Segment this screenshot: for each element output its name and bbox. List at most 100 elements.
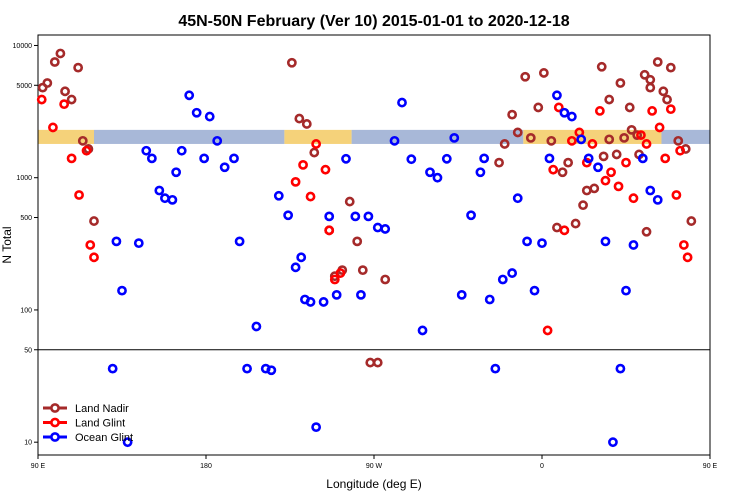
data-point	[48, 122, 58, 133]
data-points	[36, 48, 697, 448]
data-point	[566, 111, 577, 122]
data-point	[335, 268, 346, 278]
y-tick-label: 10000	[13, 43, 33, 50]
data-point	[611, 149, 622, 160]
data-point	[645, 185, 656, 196]
y-tick-label: 5000	[16, 83, 32, 90]
data-point	[576, 134, 587, 145]
data-point	[290, 176, 301, 187]
data-point	[553, 102, 564, 113]
data-point	[85, 240, 96, 250]
data-point	[318, 297, 329, 307]
data-point	[525, 133, 536, 143]
data-point	[593, 162, 603, 173]
y-tick-label: 1000	[16, 175, 32, 182]
data-point	[290, 262, 301, 273]
data-point	[305, 191, 316, 202]
data-point	[350, 211, 361, 222]
data-point	[266, 365, 277, 376]
data-point	[613, 181, 624, 192]
data-point	[234, 236, 245, 247]
legend-label: Land Nadir	[75, 403, 129, 415]
data-point	[600, 236, 611, 247]
data-point	[372, 357, 383, 368]
data-point	[283, 210, 294, 221]
x-tick-label: 90 E	[703, 463, 718, 470]
y-tick-label: 500	[20, 215, 32, 222]
y-axis: 10 50 100 500 1000 5000 10000	[13, 43, 38, 447]
data-point	[365, 357, 376, 368]
data-point	[652, 194, 663, 205]
x-tick-label: 180	[200, 463, 212, 470]
data-point	[639, 69, 650, 80]
data-point	[490, 363, 501, 374]
data-point	[641, 139, 652, 149]
data-point	[251, 321, 262, 332]
y-tick-label: 100	[20, 307, 32, 314]
legend-marker	[50, 403, 60, 413]
data-point	[615, 363, 626, 374]
x-tick-label: 90 E	[31, 463, 46, 470]
plot-frame	[37, 34, 711, 456]
data-point	[621, 157, 631, 168]
data-point	[122, 437, 133, 448]
data-point	[199, 153, 210, 164]
data-point	[425, 167, 435, 178]
data-point	[341, 153, 351, 164]
data-point	[484, 294, 495, 305]
data-point	[604, 134, 615, 145]
data-point	[229, 153, 239, 164]
y-tick-label: 50	[24, 347, 32, 354]
data-point	[219, 162, 230, 173]
surface-band-land	[284, 129, 352, 144]
data-point	[533, 102, 544, 113]
data-point	[552, 222, 562, 233]
data-point	[512, 193, 523, 204]
legend-marker	[50, 432, 60, 442]
data-point	[637, 153, 648, 164]
data-point	[652, 57, 663, 67]
legend-item: Land Nadir	[43, 403, 129, 415]
data-point	[456, 289, 467, 300]
data-point	[380, 224, 391, 234]
data-point	[621, 285, 631, 296]
data-point	[578, 200, 588, 211]
data-point	[73, 62, 84, 73]
data-point	[191, 107, 202, 118]
data-point	[619, 133, 630, 143]
data-point	[171, 167, 182, 178]
data-point	[89, 216, 99, 226]
data-point	[160, 193, 170, 204]
data-point	[42, 78, 53, 88]
data-point	[286, 57, 297, 68]
data-point	[301, 119, 312, 129]
data-point	[624, 102, 635, 113]
data-point	[141, 145, 152, 156]
data-point	[507, 109, 518, 120]
data-point	[499, 139, 510, 149]
data-point	[111, 236, 122, 247]
data-point	[66, 153, 77, 164]
data-point	[682, 252, 693, 263]
series-land-nadir	[37, 48, 697, 368]
data-point	[566, 135, 577, 146]
x-axis-title: Longitude (deg E)	[326, 477, 421, 491]
data-point	[77, 135, 88, 146]
data-point	[60, 86, 70, 97]
data-point	[273, 190, 284, 201]
data-point	[107, 363, 118, 374]
data-point	[604, 94, 615, 105]
surface-band-ocean	[661, 129, 710, 144]
data-point	[632, 130, 643, 140]
data-point	[406, 154, 417, 165]
data-point	[546, 135, 557, 146]
data-point	[537, 238, 547, 249]
data-point	[449, 133, 460, 143]
data-point	[133, 238, 144, 249]
data-point	[548, 164, 559, 175]
legend-label: Ocean Glint	[75, 432, 133, 444]
data-point	[665, 62, 676, 73]
data-point	[544, 153, 555, 164]
data-point	[559, 225, 570, 236]
data-point	[397, 97, 407, 108]
